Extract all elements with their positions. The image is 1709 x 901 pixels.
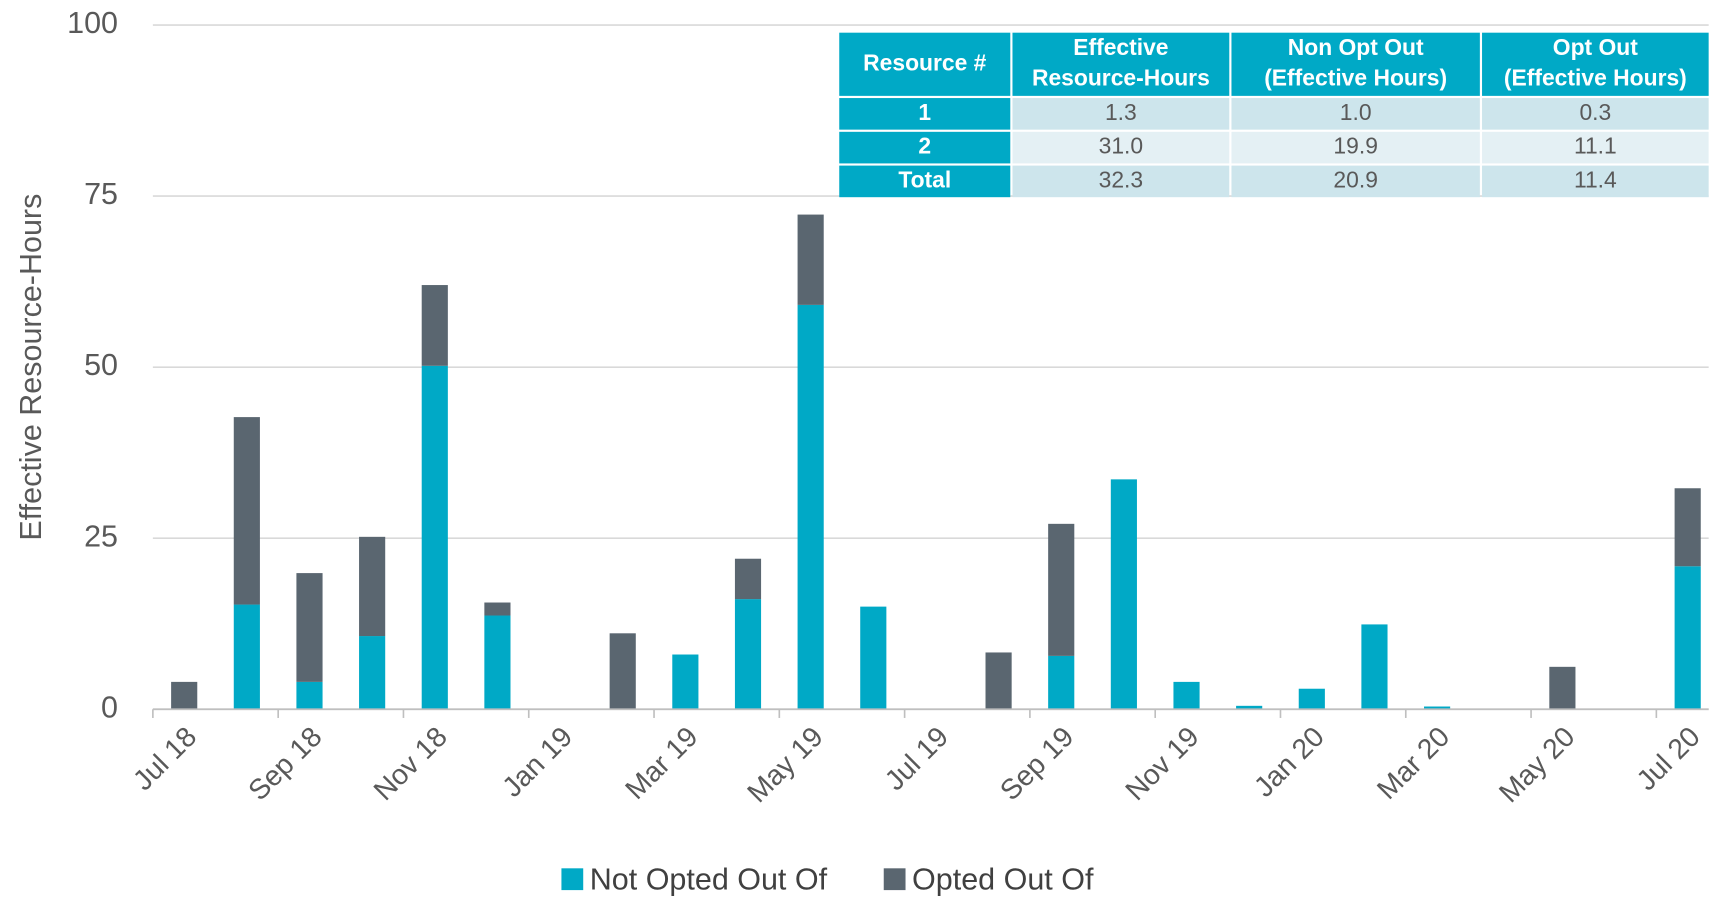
y-tick-label: 50 [84,348,118,382]
row-header-cell [839,165,1011,198]
bar-segment [797,304,824,710]
bar-segment [359,636,386,710]
x-tick-label: Nov 19 [1119,721,1205,807]
table-text: 20.9 [1333,166,1378,192]
table-text: 1 [918,99,931,125]
x-tick-label: Jan 19 [496,721,579,804]
summary-table: Resource # Effective Resource-Hours Non Opt… [839,32,1709,198]
bar-segment [985,652,1012,710]
y-axis-label: Effective Resource-Hours [14,194,48,541]
bar-segment [734,558,762,600]
bar-segment [1048,523,1075,656]
header-text: Effective [1073,34,1168,60]
header-cell [1482,32,1709,96]
bar-segment [1549,666,1576,710]
bar-segment [672,654,699,710]
bar-segment [359,536,386,637]
table-cell [1482,131,1709,164]
legend-label: Not Opted Out Of [590,862,828,896]
table-text: 0.3 [1579,99,1611,125]
bar-segment [484,602,511,616]
table-cell [1482,98,1709,130]
bar-segment [860,606,887,710]
x-tick-label: Sep 18 [242,721,328,807]
table-text: 1.0 [1340,99,1372,125]
bar-segment [797,214,824,305]
table-text: 32.3 [1099,166,1144,192]
table-cell [1231,131,1480,164]
x-tick-label: Mar 19 [619,721,704,806]
x-tick-label: Mar 20 [1371,721,1456,806]
bar-segment [1173,681,1200,710]
x-tick-label: Jul 18 [127,721,203,797]
y-tick-label: 25 [84,519,118,553]
x-tick-label: May 20 [1493,721,1581,809]
table-cell [1231,165,1480,198]
table-cell [1482,165,1709,198]
bar-segment [1674,566,1701,710]
table-text: 11.4 [1574,166,1617,192]
header-cell [1012,32,1230,96]
bar-segment [171,681,198,710]
header-text: Resource # [863,49,987,75]
header-text: (Effective Hours) [1264,65,1447,91]
bar-segment [1298,688,1325,710]
table-text: 1.3 [1105,99,1137,125]
legend-swatch [883,868,906,891]
bar-segment [1236,705,1263,710]
bar-segment [734,599,762,710]
header-cell [839,32,1011,96]
table-cell [1012,131,1230,164]
legend-swatch [561,868,584,891]
table-text: 11.1 [1574,133,1617,159]
table-cell [1231,98,1480,130]
table-text: 19.9 [1333,133,1378,159]
bar-segment [421,285,448,366]
x-tick-label: Sep 19 [994,721,1080,807]
row-header-cell [839,131,1011,164]
legend-label: Opted Out Of [912,862,1094,896]
table-cell [1012,98,1230,130]
y-tick-label: 100 [67,6,118,40]
header-cell [1231,32,1480,96]
header-text: Opt Out [1553,34,1638,60]
table-text: 2 [918,133,931,159]
x-tick-label: Jul 19 [879,721,955,797]
bar-segment [1361,624,1388,710]
x-tick-label: Nov 18 [368,721,454,807]
y-tick-label: 75 [84,177,118,211]
bar-segment [233,604,260,710]
x-tick-label: Jul 20 [1631,721,1707,797]
bar-segment [1424,706,1451,710]
table-text: 31.0 [1099,133,1144,159]
y-tick-label: 0 [101,690,118,724]
bar-segment [1110,479,1137,710]
bar-segment [1048,655,1075,710]
bar-segment [1674,488,1701,567]
table-text: Total [898,166,951,192]
bar-segment [609,633,636,710]
header-text: Non Opt Out [1288,34,1424,60]
bar-segment [296,681,323,710]
bar-segment [296,573,323,682]
header-text: Resource-Hours [1032,65,1210,91]
bar-segment [421,365,448,710]
table-cell [1012,165,1230,198]
x-tick-label: May 19 [741,721,829,809]
bar-segment [484,615,511,710]
x-tick-label: Jan 20 [1248,721,1331,804]
header-text: (Effective Hours) [1504,65,1687,91]
bar-segment [233,417,260,605]
row-header-cell [839,98,1011,130]
